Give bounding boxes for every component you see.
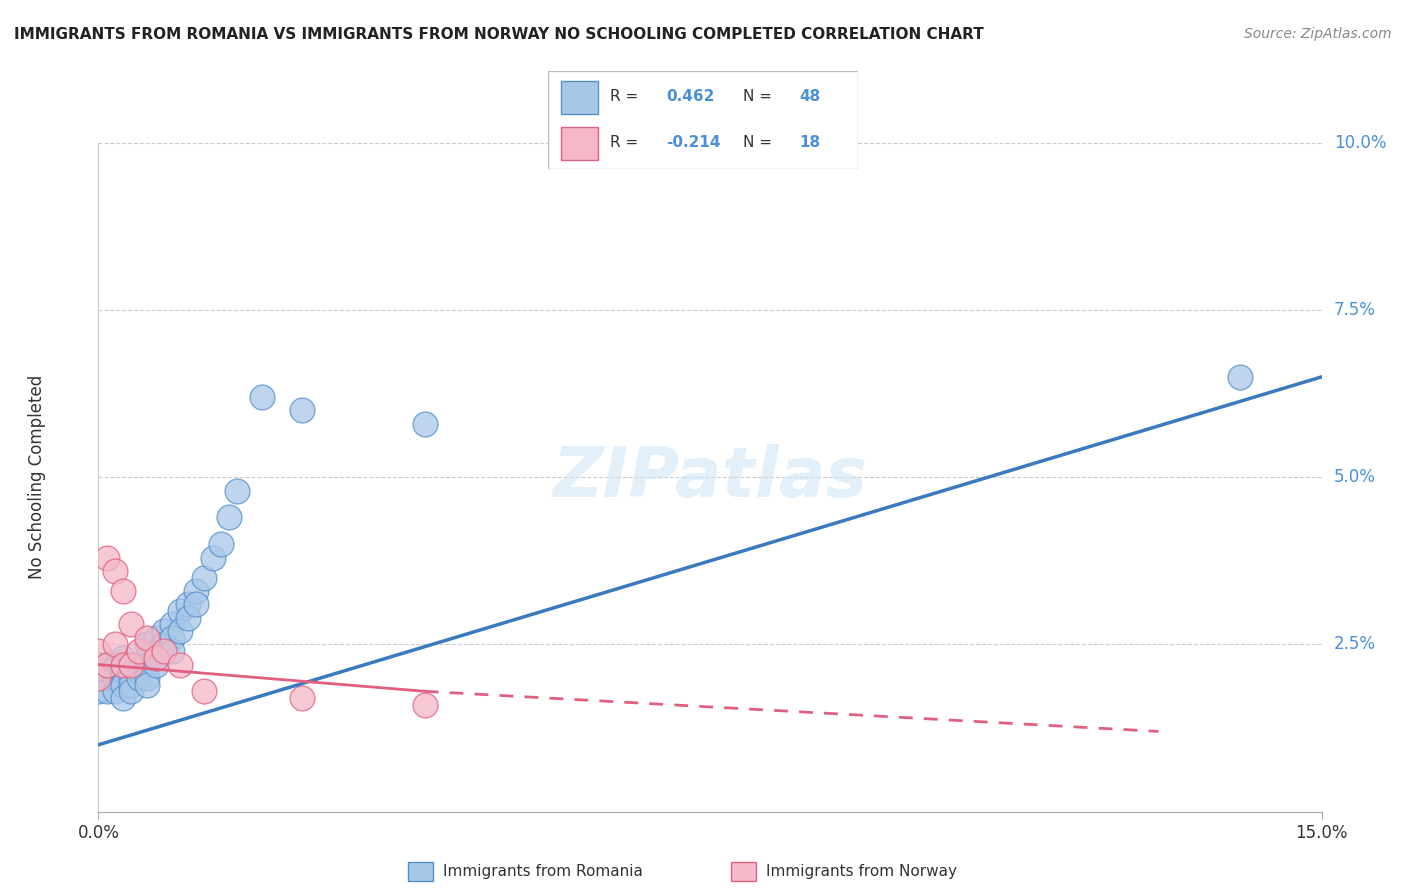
Point <box>120 671 142 685</box>
Text: IMMIGRANTS FROM ROMANIA VS IMMIGRANTS FROM NORWAY NO SCHOOLING COMPLETED CORRELA: IMMIGRANTS FROM ROMANIA VS IMMIGRANTS FR… <box>14 27 984 42</box>
Point <box>169 657 191 672</box>
Text: 18: 18 <box>799 136 820 151</box>
Point <box>152 637 174 651</box>
Point <box>104 657 127 672</box>
Point <box>128 644 150 658</box>
Point <box>186 583 208 598</box>
Point <box>152 624 174 639</box>
Point <box>186 598 208 612</box>
Point <box>96 684 118 698</box>
Text: 5.0%: 5.0% <box>1334 468 1375 486</box>
Text: 2.5%: 2.5% <box>1334 635 1376 654</box>
Point <box>104 637 127 651</box>
Point <box>120 657 142 672</box>
Point <box>169 604 191 618</box>
Point <box>136 671 159 685</box>
Point <box>226 483 249 498</box>
Point <box>87 684 110 698</box>
Point <box>145 644 167 658</box>
Point <box>120 617 142 632</box>
FancyBboxPatch shape <box>561 81 598 113</box>
Point <box>201 550 224 565</box>
Point <box>111 664 134 678</box>
Point <box>128 657 150 672</box>
Point <box>128 664 150 678</box>
Point <box>136 657 159 672</box>
Point <box>160 644 183 658</box>
Text: ZIPatlas: ZIPatlas <box>553 443 868 511</box>
Text: Immigrants from Romania: Immigrants from Romania <box>443 864 643 879</box>
Point <box>87 657 110 672</box>
Point <box>87 671 110 685</box>
Point <box>87 644 110 658</box>
Point <box>111 583 134 598</box>
Text: N =: N = <box>744 89 778 104</box>
Text: N =: N = <box>744 136 778 151</box>
Text: Immigrants from Norway: Immigrants from Norway <box>766 864 957 879</box>
Point <box>120 678 142 692</box>
Point <box>160 617 183 632</box>
Point <box>96 671 118 685</box>
Point <box>145 657 167 672</box>
Text: No Schooling Completed: No Schooling Completed <box>28 376 46 579</box>
Point <box>136 651 159 665</box>
Point <box>96 657 118 672</box>
Text: -0.214: -0.214 <box>666 136 720 151</box>
Text: Source: ZipAtlas.com: Source: ZipAtlas.com <box>1244 27 1392 41</box>
Point <box>1229 369 1251 384</box>
Text: 7.5%: 7.5% <box>1334 301 1375 319</box>
Point <box>136 631 159 645</box>
Point <box>177 598 200 612</box>
Point <box>177 610 200 624</box>
Point <box>193 571 215 585</box>
Point <box>136 678 159 692</box>
Point <box>104 671 127 685</box>
Point <box>209 537 232 551</box>
Point <box>111 651 134 665</box>
Point <box>291 403 314 417</box>
Point <box>87 671 110 685</box>
Point <box>145 631 167 645</box>
Text: R =: R = <box>610 89 644 104</box>
Point <box>169 624 191 639</box>
Point <box>104 684 127 698</box>
Text: 0.462: 0.462 <box>666 89 714 104</box>
FancyBboxPatch shape <box>561 128 598 160</box>
Point <box>250 390 273 404</box>
Text: 10.0%: 10.0% <box>1334 134 1386 152</box>
Text: R =: R = <box>610 136 644 151</box>
Point <box>413 417 436 431</box>
Point <box>152 644 174 658</box>
Point <box>111 678 134 692</box>
Point <box>218 510 240 524</box>
Point <box>160 631 183 645</box>
Text: 48: 48 <box>799 89 820 104</box>
Point <box>96 550 118 565</box>
Point <box>128 671 150 685</box>
Point <box>120 684 142 698</box>
Point <box>120 657 142 672</box>
Point <box>104 564 127 578</box>
Point <box>413 698 436 712</box>
Point <box>145 651 167 665</box>
FancyBboxPatch shape <box>548 71 858 169</box>
Point <box>136 637 159 651</box>
Point <box>111 690 134 705</box>
Point <box>291 690 314 705</box>
Point <box>96 657 118 672</box>
Point <box>193 684 215 698</box>
Point <box>111 657 134 672</box>
